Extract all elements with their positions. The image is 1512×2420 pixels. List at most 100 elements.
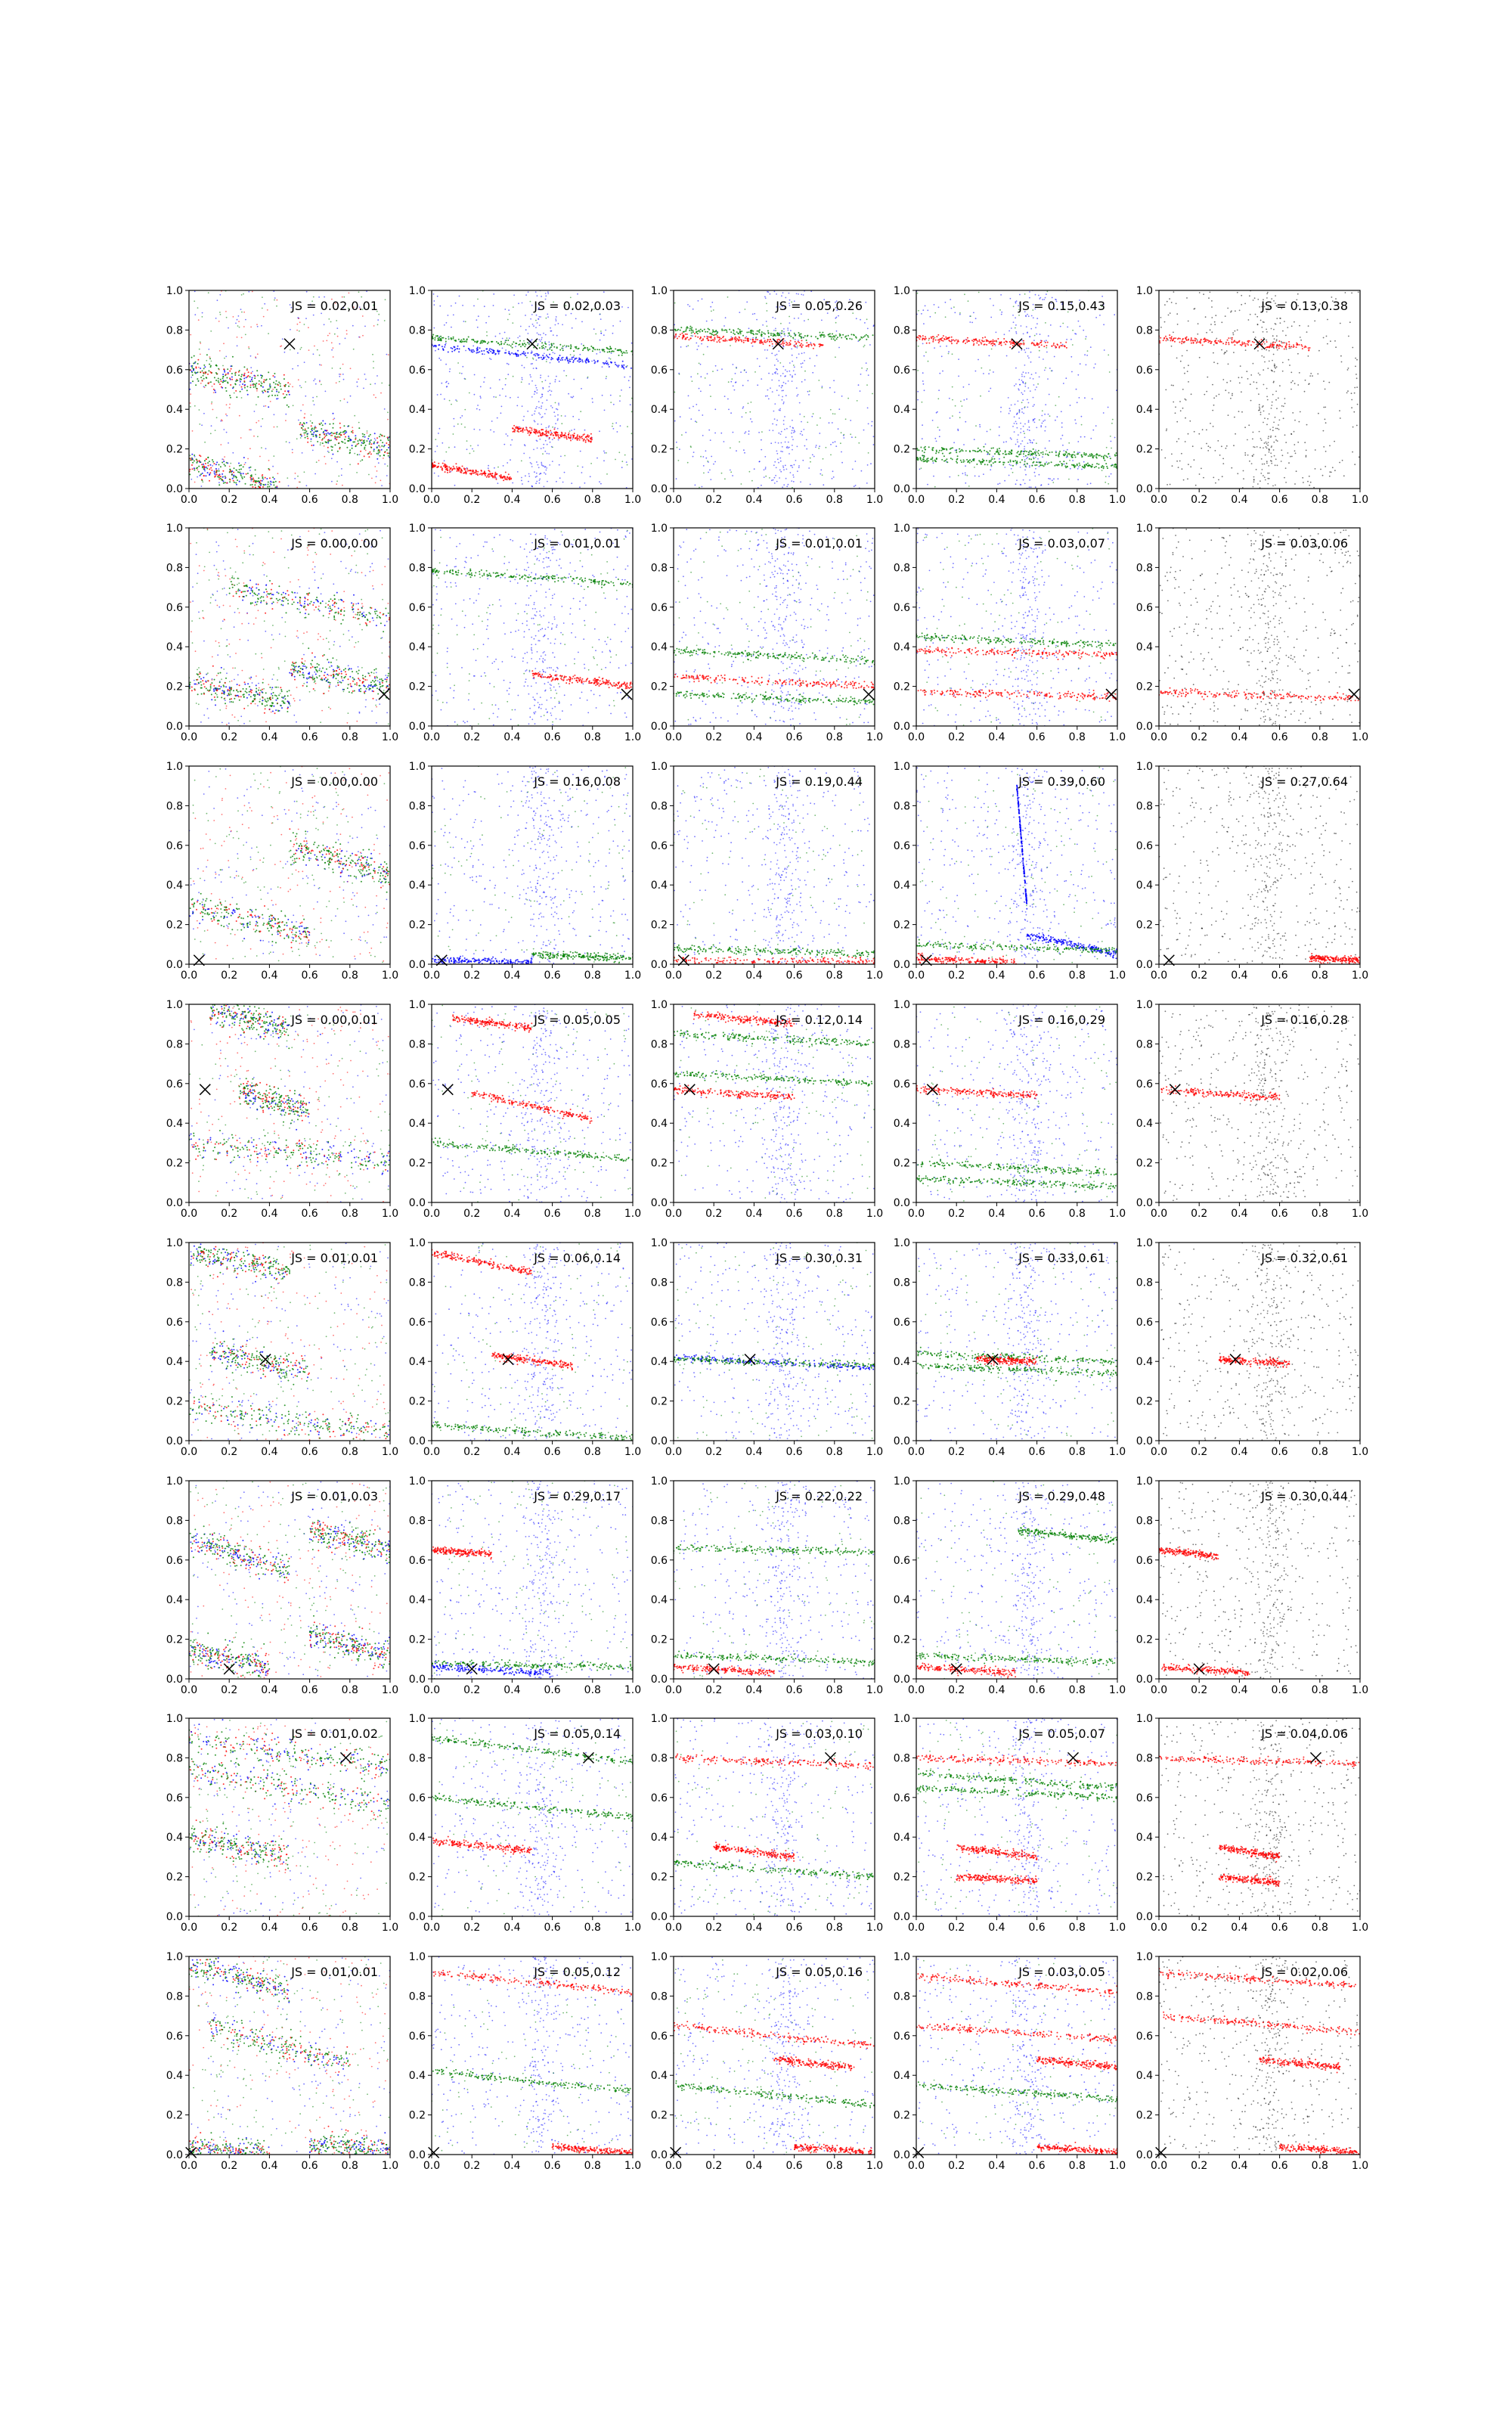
- scatter-point: [369, 433, 371, 436]
- scatter-point: [944, 459, 947, 461]
- scatter-point: [757, 384, 759, 386]
- scatter-point: [544, 334, 547, 336]
- scatter-point: [336, 483, 338, 486]
- scatter-point: [988, 373, 990, 375]
- scatter-point: [349, 449, 352, 451]
- scatter-point: [684, 333, 686, 335]
- scatter-point: [205, 475, 207, 477]
- scatter-point: [995, 451, 997, 453]
- scatter-point: [702, 465, 705, 467]
- scatter-point: [1211, 306, 1213, 308]
- scatter-point: [464, 427, 466, 428]
- scatter-point: [438, 336, 441, 337]
- scatter-point: [261, 479, 263, 482]
- scatter-point: [801, 362, 804, 365]
- scatter-point: [990, 447, 993, 449]
- scatter-point: [544, 450, 547, 452]
- scatter-point: [201, 316, 203, 318]
- scatter-point: [987, 451, 989, 454]
- x-tick-label: 1.0: [382, 494, 398, 506]
- scatter-point: [792, 486, 793, 489]
- scatter-point: [1305, 455, 1307, 457]
- scatter-point: [289, 304, 291, 306]
- scatter-point: [1032, 461, 1034, 464]
- scatter-point: [498, 379, 500, 380]
- scatter-point: [854, 485, 857, 486]
- scatter-point: [261, 324, 262, 327]
- scatter-point: [1227, 363, 1229, 365]
- scatter-point: [473, 428, 476, 430]
- scatter-point: [196, 467, 198, 470]
- scatter-point: [1055, 299, 1056, 300]
- scatter-point: [1108, 354, 1110, 356]
- scatter-point: [268, 467, 270, 470]
- scatter-point: [1210, 423, 1211, 424]
- scatter-point: [809, 358, 811, 359]
- scatter-point: [376, 310, 378, 312]
- scatter-point: [196, 461, 198, 464]
- scatter-point: [606, 376, 607, 377]
- scatter-point: [934, 312, 937, 314]
- scatter-point: [748, 433, 750, 435]
- scatter-point: [536, 475, 538, 477]
- scatter-point: [631, 433, 633, 435]
- scatter-point: [1032, 418, 1034, 420]
- scatter-point: [579, 353, 581, 355]
- scatter-point: [511, 346, 513, 349]
- scatter-point: [1009, 464, 1011, 466]
- scatter-point: [297, 379, 299, 381]
- scatter-point: [1085, 452, 1087, 455]
- scatter-point: [489, 348, 491, 350]
- scatter-point: [265, 448, 267, 450]
- scatter-point: [1030, 451, 1033, 452]
- scatter-point: [281, 338, 284, 340]
- scatter-point: [782, 365, 785, 368]
- scatter-point: [792, 375, 793, 377]
- scatter-point: [557, 414, 559, 416]
- scatter-point: [1018, 379, 1021, 380]
- scatter-point: [707, 330, 708, 333]
- scatter-point: [775, 467, 777, 469]
- scatter-point: [1096, 463, 1098, 465]
- scatter-point: [1276, 427, 1278, 430]
- scatter-point: [954, 449, 956, 451]
- scatter-point: [250, 367, 253, 368]
- scatter-point: [679, 334, 681, 336]
- scatter-point: [801, 346, 803, 349]
- scatter-point: [686, 327, 687, 329]
- scatter-point: [784, 340, 786, 342]
- scatter-point: [541, 405, 543, 407]
- scatter-point: [339, 427, 342, 429]
- scatter-point: [336, 433, 338, 436]
- scatter-point: [953, 339, 955, 341]
- scatter-point: [730, 380, 733, 383]
- scatter-point: [200, 383, 202, 384]
- scatter-point: [765, 475, 767, 477]
- scatter-point: [966, 458, 968, 461]
- scatter-point: [328, 318, 330, 320]
- scatter-point: [798, 353, 800, 355]
- scatter-point: [534, 420, 536, 423]
- scatter-point: [776, 389, 778, 392]
- scatter-point: [454, 349, 457, 350]
- scatter-point: [538, 316, 541, 318]
- scatter-point: [463, 340, 465, 343]
- scatter-point: [857, 340, 860, 342]
- scatter-point: [1005, 453, 1008, 455]
- scatter-point: [349, 439, 352, 442]
- scatter-point: [593, 308, 595, 310]
- scatter-point: [388, 444, 390, 445]
- scatter-point: [222, 420, 223, 422]
- scatter-point: [548, 436, 550, 439]
- scatter-point: [538, 309, 539, 311]
- scatter-point: [249, 386, 252, 389]
- scatter-point: [990, 387, 992, 389]
- scatter-point: [587, 436, 590, 438]
- scatter-point: [1108, 476, 1110, 477]
- scatter-point: [1327, 343, 1328, 345]
- scatter-point: [582, 344, 584, 346]
- scatter-point: [1086, 355, 1088, 356]
- scatter-point: [681, 337, 683, 340]
- scatter-point: [834, 413, 836, 415]
- scatter-point: [612, 403, 615, 405]
